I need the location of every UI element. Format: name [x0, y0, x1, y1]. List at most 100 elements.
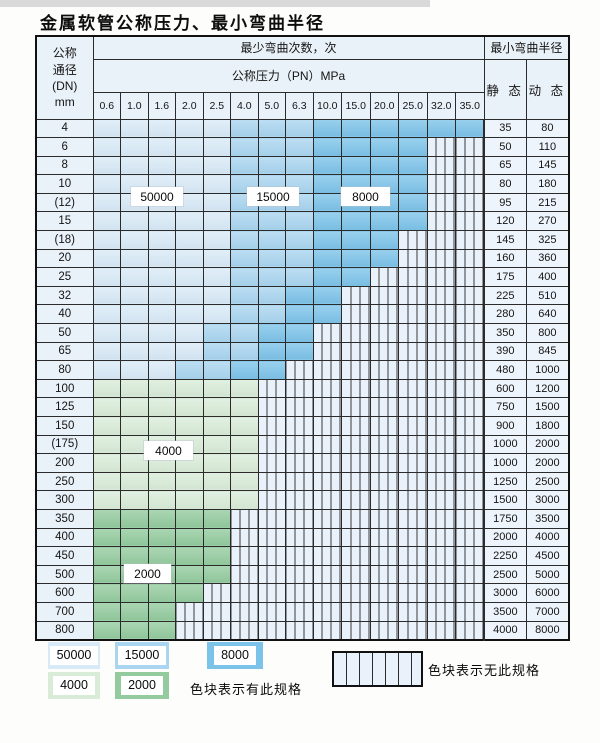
dynamic-radius-value: 3000	[525, 490, 570, 510]
no-spec-cell	[341, 583, 371, 603]
spec-cell-cycles-50000	[202, 192, 231, 213]
spec-cell-cycles-8000	[312, 267, 342, 287]
dynamic-radius-value: 2500	[525, 471, 570, 492]
cycles-2000-label: 2000	[124, 564, 171, 583]
spec-cell-cycles-50000	[147, 118, 176, 139]
no-spec-cell	[455, 155, 485, 176]
spec-cell-cycles-15000	[257, 118, 286, 139]
dn-row-label: 20	[35, 248, 94, 269]
dn-row-label: 500	[35, 564, 94, 585]
spec-cell-cycles-50000	[175, 267, 204, 287]
spec-cell-cycles-8000	[398, 211, 428, 232]
no-spec-cell	[285, 583, 314, 603]
legend-swatch-label: 50000	[49, 646, 99, 665]
static-radius-value: 145	[483, 230, 527, 250]
static-radius-value: 390	[483, 341, 527, 362]
no-spec-cell	[257, 490, 286, 510]
dn-row-label: 80	[35, 360, 94, 380]
spec-cell-cycles-8000	[285, 304, 314, 325]
spec-cell-cycles-4000	[147, 471, 176, 492]
no-spec-cell	[202, 601, 231, 622]
dynamic-radius-value: 215	[525, 192, 570, 213]
no-spec-cell	[312, 490, 342, 510]
spec-cell-cycles-50000	[147, 211, 176, 232]
spec-cell-cycles-50000	[147, 323, 176, 343]
spec-cell-cycles-2000	[202, 527, 231, 548]
static-radius-value: 80	[483, 174, 527, 194]
no-spec-cell	[312, 601, 342, 622]
no-spec-cell	[426, 285, 456, 306]
no-spec-cell	[426, 434, 456, 455]
legend-swatch-2000: 2000	[115, 672, 169, 699]
no-spec-cell	[341, 434, 371, 455]
no-spec-cell	[455, 360, 485, 380]
no-spec-cell	[257, 564, 286, 585]
spec-cell-cycles-4000	[202, 490, 231, 510]
no-spec-cell	[369, 378, 399, 399]
pressure-tick: 2.5	[202, 91, 231, 120]
spec-cell-cycles-2000	[92, 601, 121, 622]
pressure-tick: 5.0	[257, 91, 286, 120]
no-spec-cell	[426, 471, 456, 492]
spec-cell-cycles-50000	[202, 137, 231, 157]
static-radius-value: 1500	[483, 490, 527, 510]
cycles-15000-label: 15000	[247, 187, 299, 206]
spec-cell-cycles-2000	[92, 508, 121, 529]
no-spec-cell	[455, 620, 485, 641]
dn-row-label: 4	[35, 118, 94, 139]
spec-cell-cycles-8000	[312, 211, 342, 232]
spec-cell-cycles-8000	[398, 118, 428, 139]
spec-cell-cycles-15000	[202, 323, 231, 343]
spec-cell-cycles-2000	[147, 527, 176, 548]
no-spec-cell	[285, 434, 314, 455]
dynamic-radius-value: 6000	[525, 583, 570, 603]
table-row-dn-600: 600 3000 6000	[35, 583, 570, 603]
spec-cell-cycles-8000	[312, 230, 342, 250]
table-row-dn-40: 40 280 640	[35, 304, 570, 325]
spec-cell-cycles-8000	[398, 137, 428, 157]
table-row-dn-300: 300 1500 3000	[35, 490, 570, 510]
no-spec-cell	[341, 546, 371, 566]
dynamic-radius-value: 400	[525, 267, 570, 287]
spec-cell-cycles-4000	[230, 471, 259, 492]
no-spec-cell	[398, 490, 428, 510]
table-row-dn-125: 125 750 1500	[35, 397, 570, 417]
no-spec-cell	[341, 620, 371, 641]
no-spec-cell	[341, 378, 371, 399]
spec-cell-cycles-50000	[120, 118, 149, 139]
no-spec-cell	[312, 341, 342, 362]
spec-cell-cycles-15000	[257, 267, 286, 287]
spec-cell-cycles-8000	[369, 118, 399, 139]
no-spec-cell	[455, 397, 485, 417]
static-radius-value: 95	[483, 192, 527, 213]
no-spec-cell	[257, 397, 286, 417]
no-spec-cell	[257, 508, 286, 529]
no-spec-cell	[341, 453, 371, 473]
static-radius-value: 480	[483, 360, 527, 380]
spec-cell-cycles-2000	[120, 583, 149, 603]
no-spec-cell	[398, 546, 428, 566]
no-spec-cell	[398, 397, 428, 417]
spec-cell-cycles-4000	[120, 453, 149, 473]
spec-cell-cycles-2000	[175, 546, 204, 566]
no-spec-cell	[426, 508, 456, 529]
static-radius-value: 3500	[483, 601, 527, 622]
spec-cell-cycles-15000	[230, 285, 259, 306]
no-spec-cell	[257, 378, 286, 399]
spec-cell-cycles-2000	[147, 601, 176, 622]
spec-cell-cycles-8000	[341, 155, 371, 176]
static-radius-value: 750	[483, 397, 527, 417]
pressure-values-row: 0.6 1.0 1.6 2.0 2.5 4.0 5.0 6.3 10.0 15.0 20.0 25.0…	[36, 91, 569, 120]
no-spec-cell	[285, 527, 314, 548]
spec-cell-cycles-50000	[92, 155, 121, 176]
pressure-tick: 1.6	[147, 91, 176, 120]
spec-cell-cycles-50000	[92, 267, 121, 287]
spec-cell-cycles-50000	[147, 360, 176, 380]
spec-cell-cycles-8000	[230, 360, 259, 380]
spec-cell-cycles-15000	[230, 304, 259, 325]
dynamic-radius-value: 5000	[525, 564, 570, 585]
table-row-dn-50: 50 350 800	[35, 323, 570, 343]
spec-cell-cycles-4000	[230, 397, 259, 417]
spec-cell-cycles-2000	[120, 546, 149, 566]
spec-cell-cycles-8000	[341, 230, 371, 250]
